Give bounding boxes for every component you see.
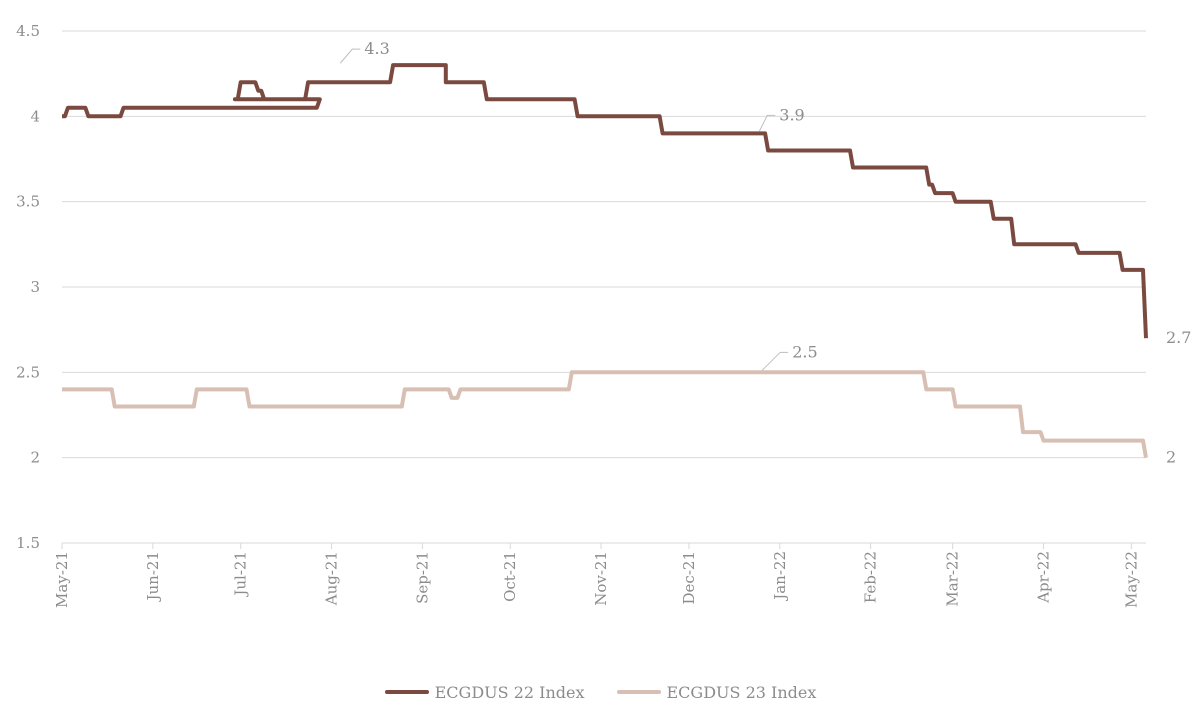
legend-swatch-series-2: [616, 690, 661, 694]
data-label: 3.9: [779, 105, 804, 124]
y-tick-label: 2.5: [16, 363, 40, 381]
y-tick-label: 4: [30, 107, 40, 125]
y-axis: 1.5 2 2.5 3 3.5 4 4.5: [16, 22, 40, 552]
x-tick-label: Apr-22: [1034, 551, 1052, 604]
legend-label-series-2: ECGDUS 23 Index: [666, 682, 817, 702]
x-tick-label: Nov-21: [592, 551, 610, 606]
x-tick-label: Aug-21: [323, 551, 341, 606]
x-tick-label: Oct-21: [501, 551, 519, 602]
x-tick-label: Sep-21: [413, 551, 431, 604]
y-tick-label: 4.5: [16, 22, 40, 40]
x-tick-label: Feb-22: [862, 551, 880, 603]
legend: ECGDUS 22 Index ECGDUS 23 Index: [0, 680, 1201, 704]
data-label: 2.7: [1166, 328, 1191, 347]
data-label-leader: [761, 351, 789, 371]
x-tick-label: Dec-21: [680, 551, 698, 604]
y-tick-label: 2: [30, 449, 40, 467]
legend-swatch-series-1: [384, 690, 429, 694]
series-line-2: [62, 370, 1148, 459]
data-labels: 4.3 3.9 2.7 2.5 2: [339, 39, 1191, 467]
data-label: 2: [1166, 448, 1176, 467]
x-axis: May-21 Jun-21 Jul-21 Aug-21 Sep-21 Oct-21 Nov-…: [53, 542, 1146, 608]
series-line-1: [62, 63, 1148, 339]
x-tick-label: May-21: [53, 551, 71, 608]
legend-label-series-1: ECGDUS 22 Index: [434, 682, 585, 702]
data-label-leader: [339, 48, 361, 64]
y-tick-label: 3.5: [16, 193, 40, 211]
legend-item-series-1[interactable]: ECGDUS 22 Index: [384, 682, 585, 702]
y-tick-label: 3: [30, 278, 40, 296]
data-label: 4.3: [364, 39, 389, 58]
data-label-leader: [758, 114, 776, 132]
data-label: 2.5: [792, 342, 817, 361]
x-tick-label: May-22: [1122, 551, 1140, 608]
x-tick-label: Jan-22: [771, 551, 789, 602]
series-lines: [62, 63, 1148, 459]
x-tick-label: Jun-21: [144, 551, 162, 603]
x-tick-label: Jul-21: [232, 551, 250, 598]
y-tick-label: 1.5: [16, 534, 40, 552]
legend-item-series-2[interactable]: ECGDUS 23 Index: [616, 682, 817, 702]
x-tick-label: Mar-22: [944, 551, 962, 607]
